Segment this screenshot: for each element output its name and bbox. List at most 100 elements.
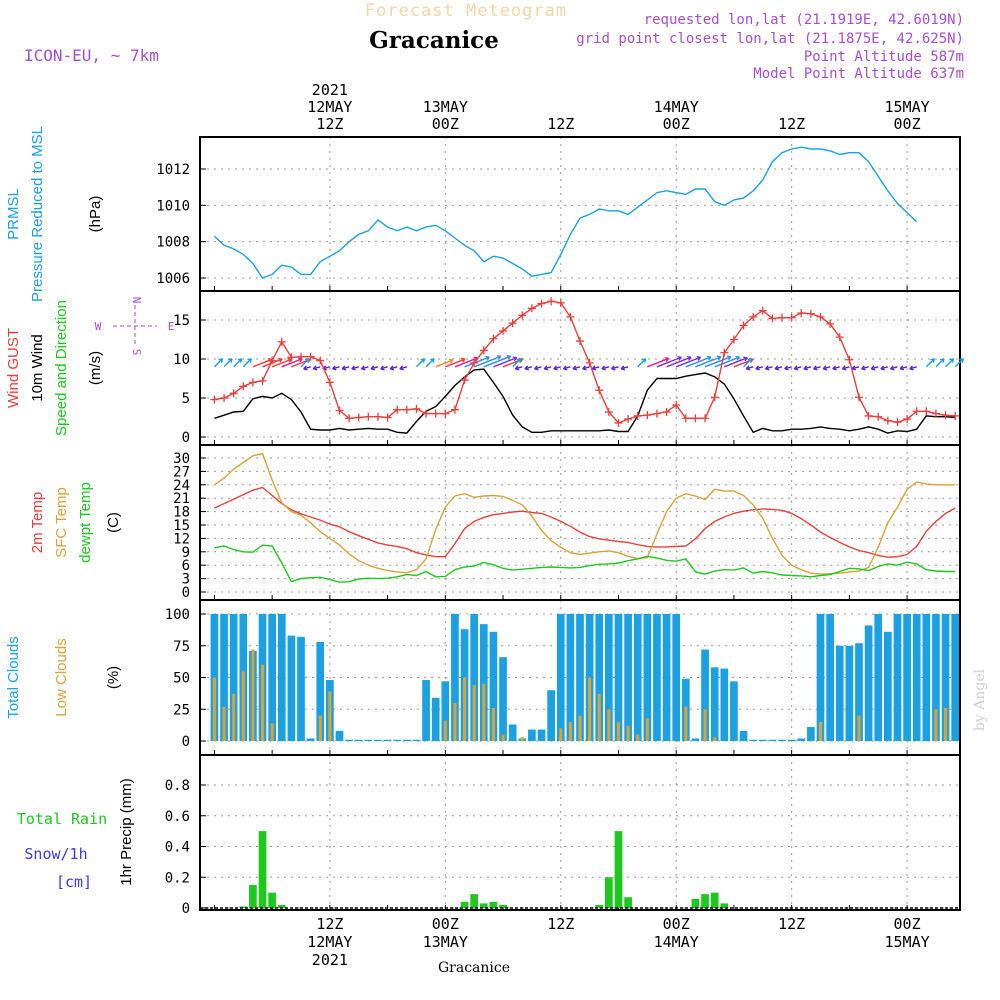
wind-arrow	[714, 356, 740, 368]
wind-arrow-head	[218, 358, 224, 363]
gust-marker	[604, 408, 613, 417]
precip-rain-label: Total Rain	[17, 810, 107, 828]
low-cloud-bar	[482, 683, 486, 741]
gust-marker	[729, 335, 738, 344]
low-cloud-bar	[578, 715, 582, 741]
y-tick-label: 100	[165, 607, 190, 623]
low-cloud-bar	[232, 694, 236, 741]
gust-marker	[778, 313, 787, 322]
rain-bar	[249, 884, 257, 908]
y-tick-label: 21	[173, 491, 190, 507]
gust-marker	[624, 415, 633, 424]
gust-marker	[681, 414, 690, 423]
gust-marker	[431, 409, 440, 418]
low-cloud-bar	[328, 691, 332, 741]
total-cloud-bar	[220, 614, 228, 741]
gust-marker	[287, 353, 296, 362]
bottom-time-label: 12MAY	[307, 933, 352, 951]
gust-marker	[595, 386, 604, 395]
total-cloud-bar	[614, 614, 623, 741]
pressure-axis-label: (hPa)	[87, 196, 104, 233]
low-cloud-bar	[636, 734, 640, 741]
gust-marker	[402, 405, 411, 414]
low-cloud-bar	[559, 728, 563, 741]
location-info-line: grid point closest lon,lat (21.1875E, 42…	[576, 31, 964, 47]
gust-marker	[652, 409, 661, 418]
wind-arrow	[281, 358, 303, 368]
wind-arrow-head	[351, 365, 356, 371]
gust-marker	[797, 308, 806, 317]
wind-arrow-head	[930, 358, 935, 363]
temp-axis-label: (C)	[105, 512, 122, 533]
y-tick-label: 75	[173, 639, 190, 655]
gust-marker	[508, 319, 517, 328]
wind-direction-arrows	[213, 354, 964, 371]
wind-arrow	[647, 357, 669, 368]
total-cloud-bar	[778, 739, 786, 741]
total-cloud-bar	[537, 729, 546, 741]
total-cloud-bar	[412, 739, 421, 741]
wind-arrow-head	[420, 358, 426, 363]
wind-arrow-head	[516, 358, 522, 363]
total-cloud-bar	[431, 697, 440, 741]
pressure-panel-frame	[199, 136, 961, 292]
rain-bar	[701, 894, 709, 908]
precip-bars	[200, 831, 960, 909]
total-cloud-bar	[643, 614, 652, 741]
wind-arrow-head	[512, 356, 518, 362]
rain-bar	[258, 831, 267, 908]
total-cloud-bar	[749, 739, 758, 741]
chart-subtitle: Forecast Meteogram	[365, 1, 567, 21]
wind-arrow-head	[562, 365, 568, 371]
wind-axis-label: 10m Wind	[29, 334, 46, 402]
wind-arrow	[685, 356, 712, 368]
total-cloud-bar	[470, 614, 479, 741]
wind-arrow-head	[389, 365, 395, 371]
y-tick-label: 0	[182, 734, 190, 750]
wind-arrow	[695, 356, 722, 368]
gust-marker	[297, 352, 306, 361]
total-cloud-bar	[691, 738, 700, 741]
wind-arrow-head	[485, 355, 490, 361]
compass-east-label: E	[168, 320, 175, 333]
y-tick-label: 1006	[156, 271, 190, 287]
total-cloud-bar	[739, 730, 748, 741]
wind-arrow-head	[841, 365, 847, 371]
rain-bar	[460, 901, 469, 908]
total-cloud-bar	[354, 739, 363, 741]
gust-marker	[316, 356, 325, 365]
total-cloud-bar	[730, 681, 738, 741]
gust-marker	[479, 346, 488, 355]
wind-arrow-head	[341, 365, 347, 371]
wind-arrow	[435, 359, 454, 368]
total-cloud-bar	[306, 738, 315, 741]
low-cloud-bar	[934, 709, 938, 741]
gust-marker	[576, 337, 584, 346]
total-cloud-bar	[383, 739, 392, 741]
chart-title: Gracanice	[369, 27, 499, 54]
gust-marker	[373, 412, 382, 421]
y-tick-label: 3	[182, 572, 190, 588]
gust-marker	[277, 337, 286, 346]
wind-arrow	[637, 358, 647, 368]
total-cloud-bar	[701, 649, 709, 741]
gust-marker	[806, 309, 815, 318]
gust-marker	[643, 411, 652, 420]
wind-arrow	[954, 358, 964, 368]
gust-marker	[547, 297, 556, 306]
top-time-label: 00Z	[663, 115, 690, 133]
temp-2m-series	[214, 486, 956, 558]
low-cloud-bar	[463, 677, 467, 741]
low-cloud-bar	[588, 677, 592, 741]
top-time-label: 00Z	[432, 115, 459, 133]
wind-arrow-head	[312, 365, 318, 371]
precip-axis-label: 1hr Precip (mm)	[118, 778, 135, 886]
wind-arrow-head	[601, 365, 606, 371]
wind-arrow	[464, 356, 490, 368]
gust-marker	[527, 304, 536, 313]
total-cloud-bar	[816, 614, 825, 741]
total-cloud-bar	[633, 614, 642, 741]
total-cloud-bar	[605, 614, 613, 741]
